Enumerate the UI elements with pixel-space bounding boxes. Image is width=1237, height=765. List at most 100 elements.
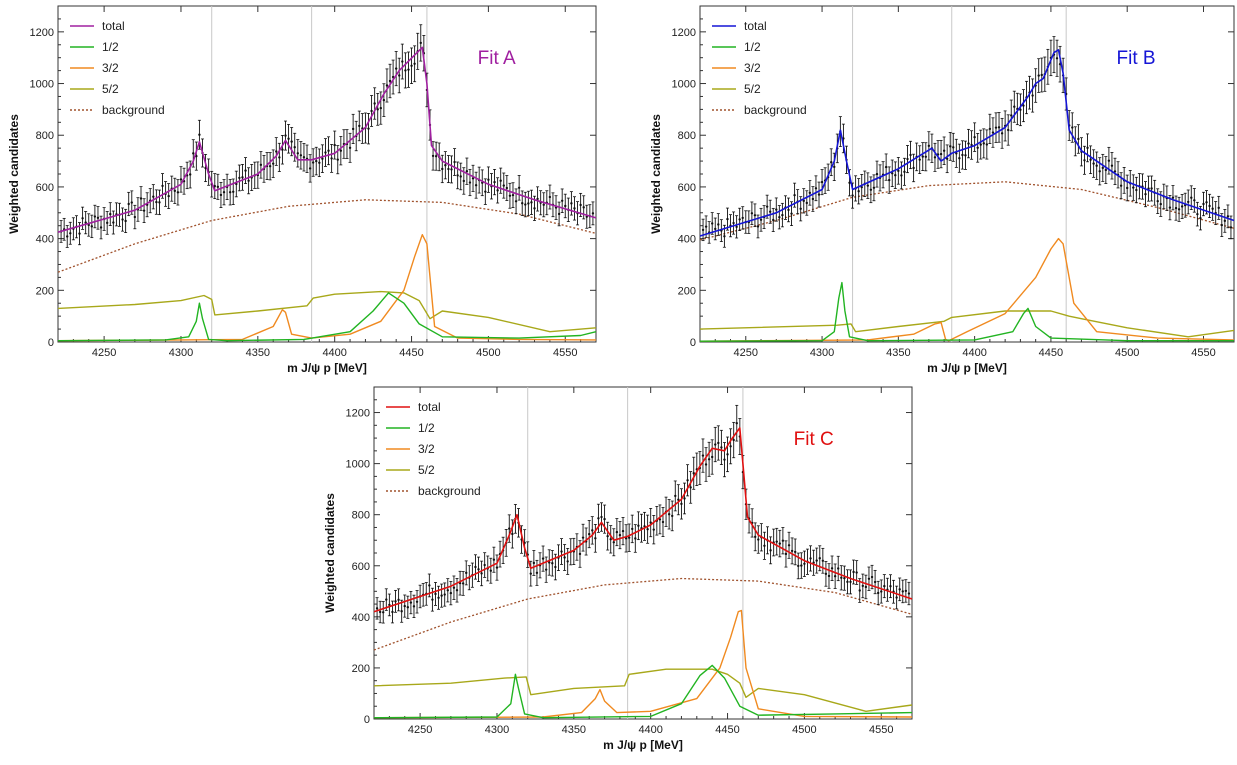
data-point — [1217, 206, 1220, 210]
data-point — [674, 494, 677, 498]
data-point — [837, 567, 840, 570]
x-tick-label: 4500 — [792, 724, 816, 736]
data-point — [827, 574, 831, 578]
x-axis-label: m J/ψ p [MeV] — [927, 361, 1007, 375]
data-point — [603, 517, 606, 521]
data-point — [866, 184, 870, 187]
data-point — [976, 146, 979, 150]
data-point — [855, 571, 858, 574]
data-point — [994, 126, 998, 129]
data-point — [514, 200, 518, 203]
y-tick-label: 400 — [678, 234, 696, 246]
data-point — [720, 446, 723, 449]
chart-panel-2: 4250 4300 4350 4400 4450 4500 4550 0 200 400 600 80… — [649, 5, 1235, 375]
data-point — [379, 106, 382, 110]
data-point — [1098, 170, 1101, 173]
data-point — [843, 576, 846, 580]
data-point — [333, 143, 336, 147]
data-point — [833, 575, 837, 578]
x-tick-label: 4300 — [169, 347, 193, 359]
y-tick-label: 200 — [36, 285, 54, 297]
data-point — [768, 210, 772, 213]
data-point — [900, 174, 903, 177]
data-point — [597, 517, 600, 520]
data-point — [775, 208, 778, 211]
data-point — [378, 610, 382, 614]
x-axis-label: m J/ψ p [MeV] — [287, 361, 367, 375]
data-point — [600, 515, 603, 519]
y-tick-label: 1000 — [672, 79, 696, 91]
data-point — [284, 134, 287, 137]
data-point — [487, 178, 490, 181]
data-point — [296, 152, 299, 155]
data-point — [661, 520, 665, 524]
data-point — [701, 454, 705, 457]
data-point — [799, 207, 802, 210]
data-point — [609, 538, 612, 541]
data-point — [508, 194, 512, 197]
data-point — [139, 197, 143, 200]
x-tick-label: 4450 — [1039, 347, 1063, 359]
data-point — [830, 567, 834, 570]
data-point — [1180, 205, 1184, 208]
data-point — [857, 190, 860, 193]
data-point — [443, 593, 446, 596]
data-point — [81, 217, 84, 220]
data-point — [385, 598, 388, 601]
data-point — [554, 565, 557, 569]
data-point — [394, 600, 397, 603]
x-axis-label: m J/ψ p [MeV] — [603, 738, 683, 752]
data-point — [921, 155, 924, 158]
data-point — [790, 212, 793, 215]
data-point — [508, 527, 511, 530]
data-point — [1010, 114, 1013, 117]
data-point — [952, 146, 955, 149]
data-point — [308, 167, 312, 170]
data-point — [403, 604, 406, 608]
chart-panel-3: 4250 4300 4350 4400 4450 4500 4550 0 200 400 600 80… — [323, 386, 913, 752]
data-point — [594, 537, 597, 540]
data-point — [873, 580, 877, 584]
legend-label: total — [418, 400, 441, 414]
x-tick-label: 4300 — [810, 347, 834, 359]
data-point — [588, 532, 591, 536]
data-point — [529, 572, 532, 575]
data-point — [155, 200, 158, 204]
data-point — [373, 102, 376, 105]
data-point — [964, 154, 967, 157]
data-point — [909, 153, 912, 157]
fit-label: Fit C — [794, 429, 834, 450]
legend-label: 3/2 — [744, 61, 761, 75]
y-tick-label: 800 — [678, 130, 696, 142]
data-point — [1193, 199, 1196, 202]
data-point — [570, 202, 573, 205]
series-5-2 — [57, 290, 597, 333]
data-point — [1055, 57, 1059, 60]
y-tick-label: 0 — [690, 337, 696, 349]
data-point — [997, 126, 1001, 129]
data-point — [1119, 184, 1123, 187]
data-point — [1101, 166, 1104, 170]
data-point — [646, 528, 649, 531]
x-tick-label: 4350 — [886, 347, 910, 359]
series-3-2 — [57, 233, 597, 342]
data-point — [631, 527, 634, 531]
data-point — [1086, 146, 1089, 150]
y-tick-label: 0 — [364, 714, 370, 726]
data-point — [973, 135, 976, 139]
data-point — [484, 190, 487, 193]
data-point — [790, 549, 794, 553]
data-point — [818, 557, 821, 560]
data-point — [535, 571, 539, 575]
data-point — [1092, 162, 1095, 165]
data-point — [1113, 170, 1117, 173]
data-point — [259, 163, 263, 167]
data-point — [883, 584, 886, 588]
data-point — [875, 172, 879, 176]
y-tick-label: 600 — [678, 182, 696, 194]
data-point — [511, 193, 515, 197]
data-point — [232, 190, 235, 193]
data-point — [1199, 216, 1202, 220]
x-tick-label: 4300 — [485, 724, 509, 736]
y-tick-label: 1200 — [30, 27, 54, 39]
